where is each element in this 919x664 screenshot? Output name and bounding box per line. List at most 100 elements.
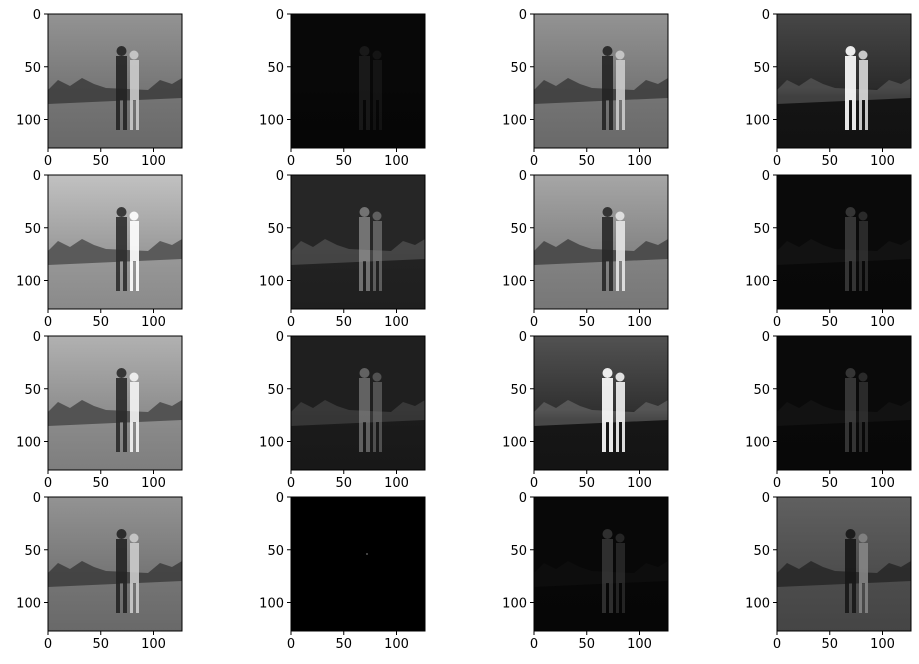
- person-leg: [373, 422, 376, 452]
- x-tick-label: 0: [44, 637, 52, 652]
- person-head: [129, 372, 139, 382]
- y-tick-label: 100: [745, 114, 770, 129]
- person-body: [116, 56, 127, 100]
- axes-frame: [533, 13, 669, 149]
- person-body: [845, 217, 856, 261]
- x-tick-label: 50: [578, 637, 595, 652]
- person-leg: [852, 583, 856, 613]
- axes-frame: [533, 496, 669, 632]
- person-leg: [136, 422, 139, 452]
- panel-image: [291, 497, 425, 631]
- panel-4: 0 50 100 0 50 100: [745, 8, 912, 169]
- person-leg: [609, 261, 613, 291]
- y-tick-label: 50: [267, 544, 284, 559]
- axes-frame: [290, 496, 426, 632]
- speck: [366, 553, 368, 555]
- person-body: [859, 543, 868, 583]
- panel-6: 0 50 100 0 50 100: [259, 169, 426, 330]
- person-head: [858, 533, 868, 543]
- y-tick-label: 0: [762, 169, 770, 184]
- person-leg: [136, 100, 139, 130]
- person-head: [359, 207, 370, 217]
- x-tick-label: 50: [92, 476, 109, 491]
- person-leg: [859, 100, 862, 130]
- person-head: [116, 529, 127, 539]
- person-leg: [373, 261, 376, 291]
- y-tick-label: 50: [24, 544, 41, 559]
- x-tick-label: 100: [627, 637, 652, 652]
- panel-3: 0 50 100 0 50 100: [502, 8, 669, 169]
- person-leg: [123, 422, 127, 452]
- person-body: [859, 382, 868, 422]
- panel-11: 0 50 100 0 50 100: [502, 330, 669, 491]
- person-head: [845, 529, 856, 539]
- person-leg: [366, 261, 370, 291]
- person-head: [372, 372, 382, 382]
- y-tick-label: 0: [276, 8, 284, 23]
- y-tick-label: 50: [24, 383, 41, 398]
- person-body: [130, 382, 139, 422]
- person-head: [615, 533, 625, 543]
- person-head: [845, 368, 856, 378]
- x-tick-label: 100: [141, 315, 166, 330]
- axes-frame: [47, 496, 183, 632]
- person-head: [615, 372, 625, 382]
- person-head: [602, 207, 613, 217]
- x-tick-label: 0: [530, 476, 538, 491]
- x-tick-label: 0: [530, 315, 538, 330]
- person-leg: [602, 422, 606, 452]
- axes-frame: [776, 496, 912, 632]
- panel-16: 0 50 100 0 50 100: [745, 491, 912, 652]
- x-tick-label: 100: [141, 637, 166, 652]
- person-leg: [609, 422, 613, 452]
- x-tick-label: 50: [335, 154, 352, 169]
- person-body: [845, 378, 856, 422]
- person-body: [859, 221, 868, 261]
- x-tick-label: 0: [287, 154, 295, 169]
- person-leg: [130, 422, 133, 452]
- person-leg: [366, 422, 370, 452]
- person-leg: [859, 422, 862, 452]
- x-tick-label: 100: [384, 637, 409, 652]
- person-head: [116, 368, 127, 378]
- x-tick-label: 50: [578, 476, 595, 491]
- person-leg: [609, 100, 613, 130]
- person-body: [616, 543, 625, 583]
- person-body: [130, 543, 139, 583]
- x-tick-label: 50: [578, 154, 595, 169]
- person-body: [359, 378, 370, 422]
- y-tick-label: 50: [510, 222, 527, 237]
- person-body: [116, 378, 127, 422]
- x-tick-label: 100: [141, 154, 166, 169]
- person-head: [615, 211, 625, 221]
- y-tick-label: 0: [519, 491, 527, 506]
- person-body: [602, 539, 613, 583]
- x-tick-label: 0: [773, 476, 781, 491]
- x-tick-label: 50: [821, 315, 838, 330]
- person-body: [602, 56, 613, 100]
- tree-line: [534, 400, 668, 426]
- y-tick-label: 50: [510, 61, 527, 76]
- x-tick-label: 100: [627, 315, 652, 330]
- tree-line: [777, 239, 911, 265]
- tree-line: [48, 561, 182, 587]
- person-leg: [616, 261, 619, 291]
- person-body: [373, 221, 382, 261]
- y-tick-label: 100: [259, 436, 284, 451]
- y-tick-label: 0: [276, 491, 284, 506]
- person-body: [130, 60, 139, 100]
- y-tick-label: 100: [502, 275, 527, 290]
- x-tick-label: 50: [92, 637, 109, 652]
- y-tick-label: 100: [745, 436, 770, 451]
- person-leg: [859, 583, 862, 613]
- person-head: [602, 529, 613, 539]
- x-tick-label: 50: [92, 315, 109, 330]
- person-leg: [622, 422, 625, 452]
- panel-1: 0 50 100 0 50 100: [16, 8, 183, 169]
- x-tick-label: 100: [870, 637, 895, 652]
- person-leg: [616, 583, 619, 613]
- person-leg: [130, 261, 133, 291]
- x-tick-label: 50: [335, 637, 352, 652]
- y-tick-label: 100: [16, 275, 41, 290]
- person-leg: [865, 422, 868, 452]
